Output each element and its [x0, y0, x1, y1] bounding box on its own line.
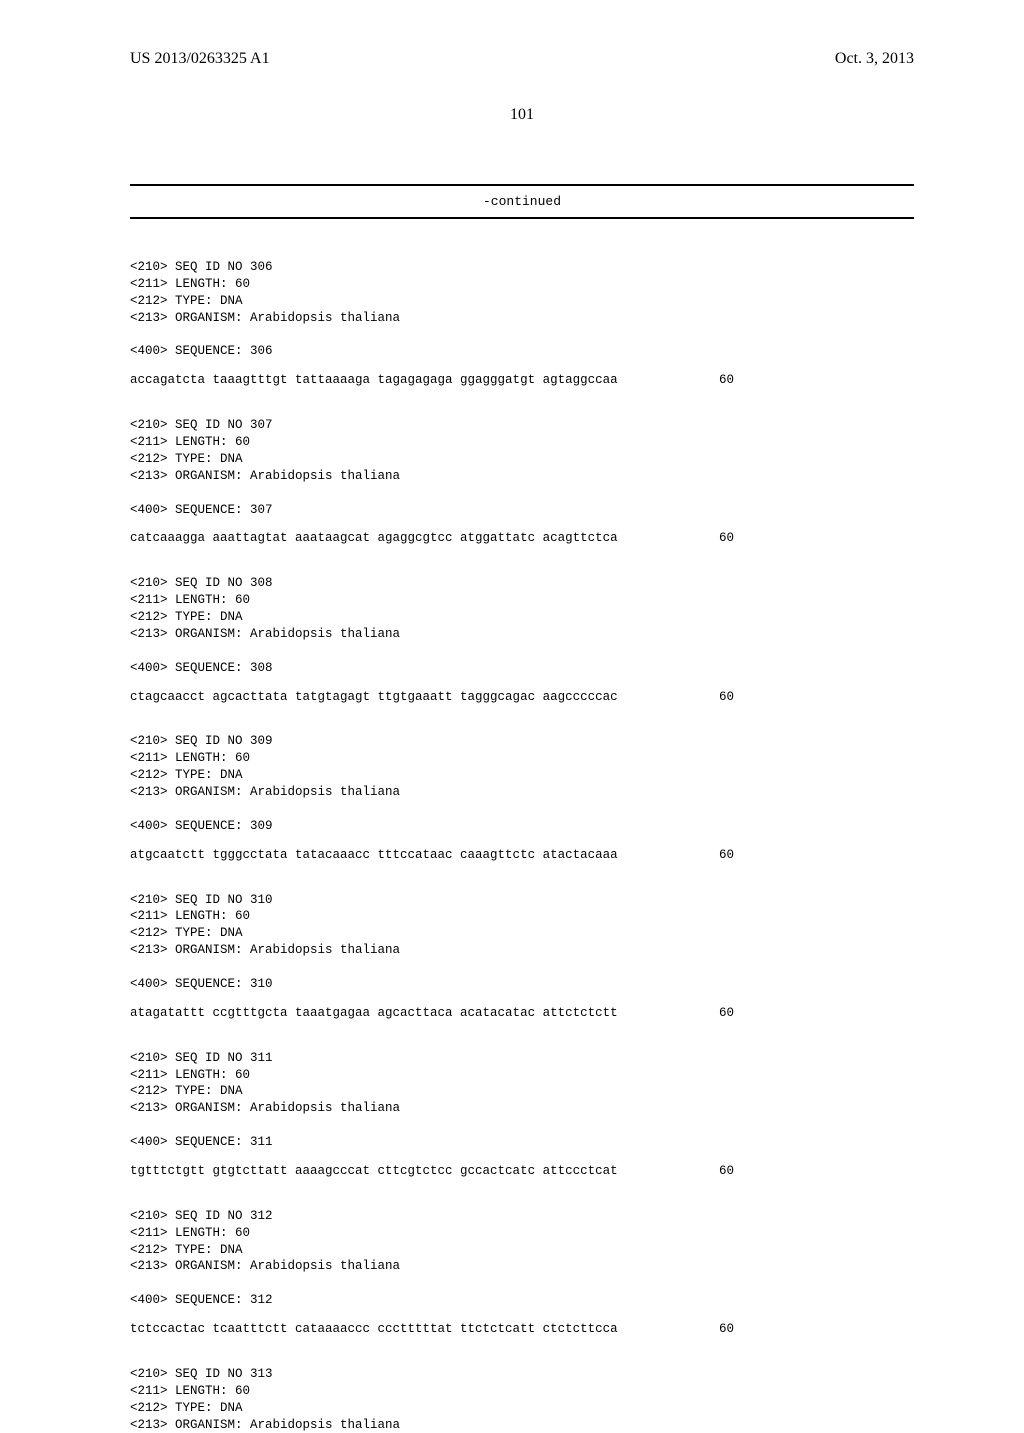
page-container: US 2013/0263325 A1 Oct. 3, 2013 101 -con… — [0, 0, 1024, 1320]
sequence-row: tctccactac tcaatttctt cataaaaccc ccctttt… — [130, 1321, 914, 1338]
sequence-entry: <210> SEQ ID NO 308 <211> LENGTH: 60 <21… — [130, 575, 914, 705]
sequence-text: catcaaagga aaattagtat aaataagcat agaggcg… — [130, 530, 618, 547]
sequence-entry: <210> SEQ ID NO 309 <211> LENGTH: 60 <21… — [130, 733, 914, 863]
sequence-position: 60 — [719, 689, 914, 706]
sequence-row: tgtttctgtt gtgtcttatt aaaagcccat cttcgtc… — [130, 1163, 914, 1180]
sequence-row: atgcaatctt tgggcctata tatacaaacc tttccat… — [130, 847, 914, 864]
sequence-text: tctccactac tcaatttctt cataaaaccc ccctttt… — [130, 1321, 618, 1338]
publication-number: US 2013/0263325 A1 — [130, 50, 270, 68]
sequence-entry: <210> SEQ ID NO 312 <211> LENGTH: 60 <21… — [130, 1208, 914, 1338]
sequence-text: atgcaatctt tgggcctata tatacaaacc tttccat… — [130, 847, 618, 864]
sequence-position: 60 — [719, 530, 914, 547]
sequence-position: 60 — [719, 1321, 914, 1338]
sequence-position: 60 — [719, 1005, 914, 1022]
sequence-row: accagatcta taaagtttgt tattaaaaga tagagag… — [130, 372, 914, 389]
sequence-listing: <210> SEQ ID NO 306 <211> LENGTH: 60 <21… — [130, 259, 914, 1433]
publication-date: Oct. 3, 2013 — [835, 50, 914, 68]
sequence-entry: <210> SEQ ID NO 311 <211> LENGTH: 60 <21… — [130, 1050, 914, 1180]
sequence-entry: <210> SEQ ID NO 313 <211> LENGTH: 60 <21… — [130, 1366, 914, 1433]
sequence-row: ctagcaacct agcacttata tatgtagagt ttgtgaa… — [130, 689, 914, 706]
header-row: US 2013/0263325 A1 Oct. 3, 2013 — [130, 50, 914, 68]
continued-label: -continued — [130, 184, 914, 219]
sequence-text: accagatcta taaagtttgt tattaaaaga tagagag… — [130, 372, 618, 389]
sequence-row: atagatattt ccgtttgcta taaatgagaa agcactt… — [130, 1005, 914, 1022]
sequence-position: 60 — [719, 1163, 914, 1180]
sequence-position: 60 — [719, 847, 914, 864]
sequence-entry: <210> SEQ ID NO 310 <211> LENGTH: 60 <21… — [130, 892, 914, 1022]
page-number: 101 — [130, 106, 914, 124]
sequence-position: 60 — [719, 372, 914, 389]
sequence-text: tgtttctgtt gtgtcttatt aaaagcccat cttcgtc… — [130, 1163, 618, 1180]
sequence-text: ctagcaacct agcacttata tatgtagagt ttgtgaa… — [130, 689, 618, 706]
sequence-entry: <210> SEQ ID NO 306 <211> LENGTH: 60 <21… — [130, 259, 914, 389]
sequence-text: atagatattt ccgtttgcta taaatgagaa agcactt… — [130, 1005, 618, 1022]
sequence-row: catcaaagga aaattagtat aaataagcat agaggcg… — [130, 530, 914, 547]
sequence-entry: <210> SEQ ID NO 307 <211> LENGTH: 60 <21… — [130, 417, 914, 547]
